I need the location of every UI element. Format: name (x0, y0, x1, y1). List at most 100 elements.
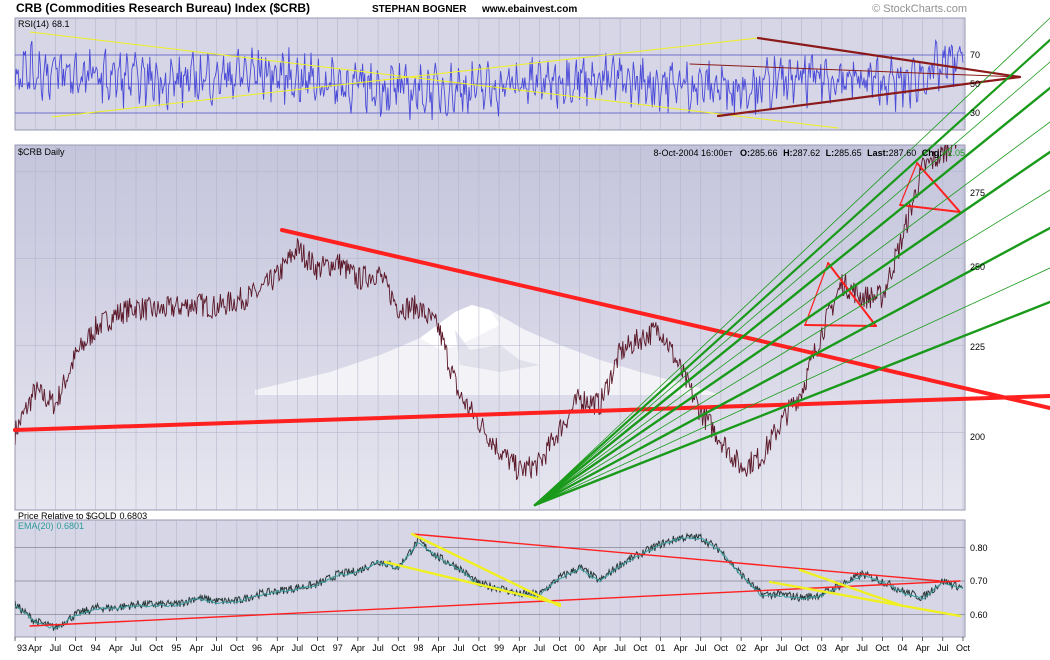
price-red-triangle (916, 162, 961, 213)
x-tick-label: Apr (754, 643, 768, 653)
ohlc-open-value: 285.66 (750, 148, 778, 158)
x-tick-label: 95 (171, 643, 181, 653)
ohlc-high-value: 287.62 (793, 148, 821, 158)
x-tick-label: 93 (17, 643, 27, 653)
x-tick-label: Oct (472, 643, 487, 653)
ohlc-open-key: O: (740, 148, 750, 158)
ratio-label-name: Price Relative to $GOLD (18, 511, 117, 521)
rsi-series-line (15, 39, 964, 121)
x-tick-label: Oct (230, 643, 245, 653)
price-y-axis: 275 250 225 200 (970, 188, 985, 442)
x-tick-label: Jul (372, 643, 384, 653)
price-red-triangle (899, 204, 961, 213)
price-green-fan-line (534, 267, 1050, 506)
ohlc-last-value: 287.60 (889, 148, 917, 158)
x-tick-label: Jul (534, 643, 546, 653)
x-tick-label: Jul (695, 643, 707, 653)
x-tick-label: Oct (633, 643, 648, 653)
rsi-darkred-trendline (689, 63, 1021, 78)
mountain-watermark (255, 305, 720, 395)
x-tick-label: Apr (109, 643, 123, 653)
ohlc-chg-key: Chg: (922, 148, 943, 158)
price-green-fan-line (534, 17, 1050, 506)
x-tick-label: Oct (149, 643, 164, 653)
ratio-yellow-trendline (383, 560, 562, 606)
x-tick-label: Oct (875, 643, 890, 653)
x-tick-label: Apr (674, 643, 688, 653)
rsi-label-value: 68.1 (52, 19, 70, 29)
price-tick-label: 225 (970, 342, 985, 352)
rsi-label-name: RSI(14) (18, 19, 49, 29)
rsi-series (15, 39, 964, 121)
website-link[interactable]: www.ebainvest.com (481, 4, 577, 15)
ohlc-timezone: ET (724, 151, 734, 158)
x-tick-label: Jul (453, 643, 465, 653)
price-tick-label: 200 (970, 432, 985, 442)
x-tick-label: Oct (69, 643, 84, 653)
ratio-tick-label: 0.80 (970, 543, 988, 553)
x-tick-label: Oct (956, 643, 971, 653)
x-axis: 93 Apr Jul Oct 94 Apr Jul Oct 95 Apr Jul Oct 96 Apr Ju… (14, 637, 971, 653)
ohlc-last-key: Last: (867, 148, 889, 158)
ratio-yellow-trendline (410, 532, 562, 608)
ratio-panel (14, 519, 966, 638)
ratio-tick-label: 0.70 (970, 576, 988, 586)
rsi-tick-label: 50 (970, 79, 980, 89)
x-tick-label: Jul (130, 643, 142, 653)
rsi-tick-label: 70 (970, 50, 980, 60)
ema-label-value: 0.6801 (57, 521, 85, 531)
price-red-triangle (827, 262, 877, 327)
x-tick-label: 98 (413, 643, 423, 653)
x-tick-label: Jul (614, 643, 626, 653)
x-tick-label: Oct (795, 643, 810, 653)
x-tick-label: 03 (817, 643, 827, 653)
x-tick-label: Apr (512, 643, 526, 653)
ohlc-low-value: 285.65 (834, 148, 862, 158)
price-green-fan-line (533, 150, 1050, 507)
price-green-fan-line (534, 121, 1050, 506)
price-green-fan-line (534, 189, 1050, 506)
rsi-tick-label: 30 (970, 108, 980, 118)
price-tick-label: 250 (970, 262, 985, 272)
ratio-label-value: 0.6803 (120, 511, 148, 521)
x-tick-label: Apr (916, 643, 930, 653)
ratio-yellow-trendline (768, 580, 962, 618)
x-tick-label: 00 (575, 643, 585, 653)
rsi-y-axis: 70 50 30 (970, 50, 980, 118)
x-tick-label: 04 (897, 643, 907, 653)
price-green-fan-line (533, 226, 1050, 507)
price-panel-label: $CRB Daily (18, 147, 65, 157)
x-tick-label: Apr (835, 643, 849, 653)
ohlc-readout: 8-Oct-2004 16:00ET O:285.66 H:287.62 L:2… (654, 148, 966, 158)
x-tick-label: Oct (714, 643, 729, 653)
ratio-red-resistance-line (411, 533, 941, 582)
ohlc-high-key: H: (783, 148, 793, 158)
price-tick-label: 275 (970, 188, 985, 198)
grid-layer (15, 18, 965, 637)
x-tick-label: Oct (391, 643, 406, 653)
trendlines (13, 17, 1050, 627)
x-tick-label: Oct (311, 643, 326, 653)
price-red-support-line (13, 394, 1050, 432)
ohlc-chg-value: +2.05 (942, 148, 965, 158)
price-red-resistance-line (280, 228, 1050, 410)
ratio-y-axis: 0.80 0.70 0.60 (970, 543, 988, 620)
rsi-darkred-trendline (716, 75, 1022, 118)
price-red-triangle (804, 324, 877, 327)
x-tick-label: 96 (252, 643, 262, 653)
x-tick-label: Oct (553, 643, 568, 653)
x-tick-label: Jul (292, 643, 304, 653)
x-tick-label: Apr (190, 643, 204, 653)
x-tick-label: Apr (270, 643, 284, 653)
rsi-yellow-trendline (29, 31, 839, 129)
x-tick-label: Jul (776, 643, 788, 653)
x-tick-label: Apr (593, 643, 607, 653)
rsi-label: RSI(14) 68.1 (18, 19, 70, 29)
rsi-yellow-trendline (51, 37, 759, 118)
price-green-fan-line (533, 38, 1050, 507)
ohlc-low-key: L: (826, 148, 835, 158)
price-series-line (15, 145, 957, 481)
rsi-darkred-trendline (756, 36, 1022, 79)
price-series (15, 145, 957, 481)
